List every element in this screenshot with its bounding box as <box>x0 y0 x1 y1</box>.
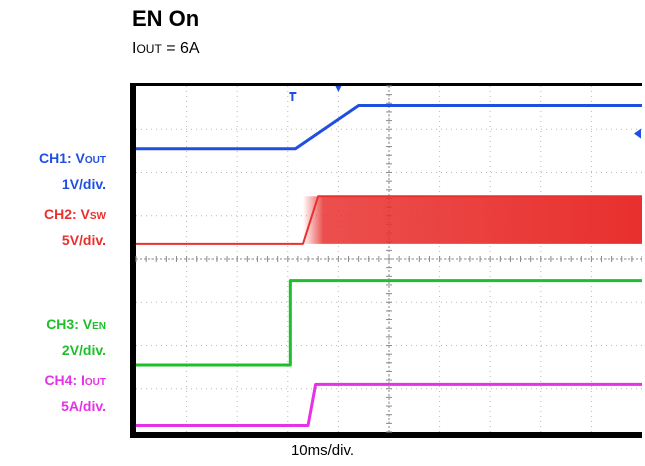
ch3-name: CH3: V <box>46 316 93 332</box>
ch3-scale: 2V/div. <box>61 342 106 358</box>
trigger-position-marker <box>335 86 342 92</box>
ch1-sub: OUT <box>84 155 106 166</box>
subtitle-sub: OUT <box>136 42 162 56</box>
subtitle-prefix: I <box>132 40 137 57</box>
subtitle-suffix: = 6A <box>161 40 200 57</box>
trigger-marker-stem <box>291 92 294 101</box>
ch4-name: CH4: I <box>44 372 85 388</box>
chart-subtitle: IOUT = 6A <box>132 40 200 58</box>
ch1-label: CH1: VOUT <box>39 150 106 166</box>
traces <box>136 103 642 428</box>
ch2-sub: SW <box>89 211 106 222</box>
ch3-trace <box>136 279 642 367</box>
ch1-trace <box>136 103 642 151</box>
ch3-label: CH3: VEN <box>46 316 106 332</box>
scope-display <box>130 83 642 438</box>
markers <box>289 86 641 139</box>
ch1-reference-marker <box>634 128 641 139</box>
ch2-name: CH2: V <box>43 206 90 222</box>
ch3-sub: EN <box>92 321 106 332</box>
ch4-trace <box>136 382 642 428</box>
ch1-name: CH1: V <box>38 150 85 166</box>
ch2-switching-band <box>302 196 642 244</box>
chart-title: EN On <box>132 6 200 31</box>
ch2-trace <box>136 195 642 245</box>
ch4-scale: 5A/div. <box>61 398 106 414</box>
ch4-label: CH4: IOUT <box>44 372 106 388</box>
ch1-scale: 1V/div. <box>61 176 106 192</box>
ch2-label: CH2: VSW <box>44 206 106 222</box>
ch4-sub: OUT <box>84 377 106 388</box>
ch2-scale: 5V/div. <box>61 232 106 248</box>
timebase-label: 10ms/div. <box>290 442 355 459</box>
